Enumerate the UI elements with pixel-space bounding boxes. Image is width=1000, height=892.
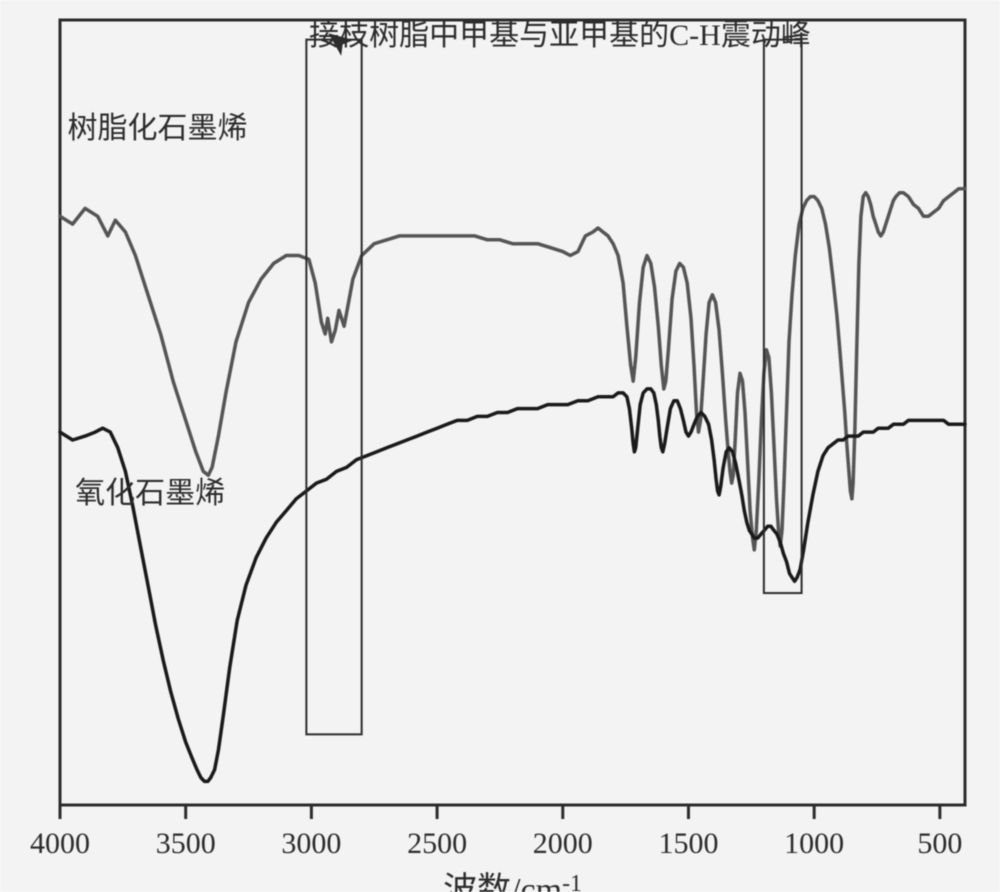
svg-text:500: 500 (917, 827, 962, 860)
ftir-chart: 4000 3500 3000 2500 2000 1500 1000 500 波数/cm-1 树脂… (0, 0, 1000, 892)
svg-text:2000: 2000 (533, 827, 593, 860)
series-label-resin_graphene: 树脂化石墨烯 (68, 112, 248, 145)
svg-text:3000: 3000 (281, 827, 341, 860)
svg-text:4000: 4000 (30, 827, 90, 860)
svg-text:3500: 3500 (156, 827, 216, 860)
annotation-label: 接枝树脂中甲基与亚甲基的C-H震动峰 (309, 19, 811, 52)
svg-text:1500: 1500 (658, 827, 718, 860)
svg-text:1000: 1000 (784, 827, 844, 860)
series-label-graphene_oxide: 氧化石墨烯 (75, 477, 225, 510)
svg-text:2500: 2500 (407, 827, 467, 860)
x-axis-label: 波数/cm-1 (443, 871, 582, 892)
